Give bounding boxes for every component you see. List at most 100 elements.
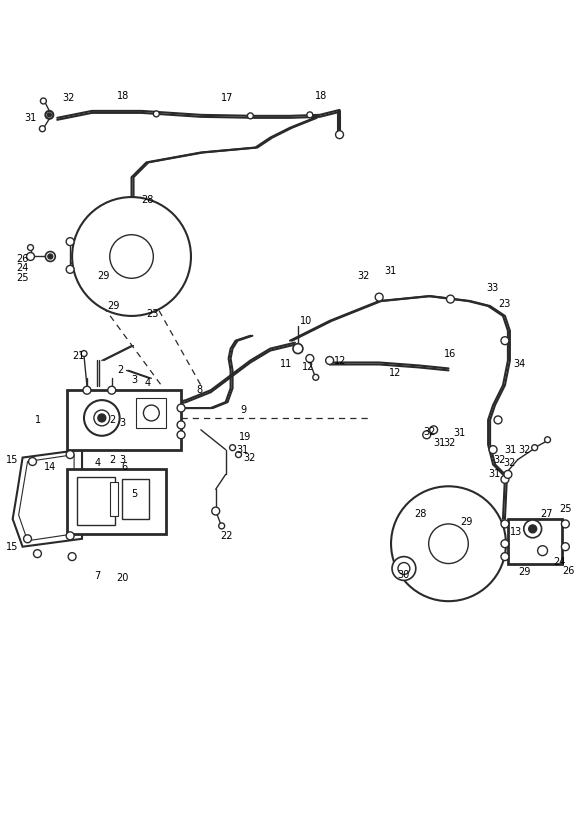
Circle shape — [110, 235, 153, 279]
Circle shape — [98, 414, 106, 422]
Circle shape — [27, 252, 34, 260]
Text: 2: 2 — [118, 366, 124, 376]
Text: 13: 13 — [510, 527, 522, 537]
Circle shape — [23, 535, 31, 543]
Circle shape — [45, 111, 53, 119]
Text: 32: 32 — [424, 427, 436, 437]
Circle shape — [307, 112, 313, 118]
Circle shape — [501, 475, 509, 484]
Text: 23: 23 — [498, 299, 510, 309]
Circle shape — [212, 507, 220, 515]
Text: 29: 29 — [97, 271, 109, 281]
Text: 4: 4 — [95, 457, 101, 467]
Circle shape — [72, 197, 191, 316]
Circle shape — [429, 524, 468, 564]
Text: 3: 3 — [120, 455, 126, 465]
Circle shape — [48, 254, 53, 259]
Text: 11: 11 — [280, 358, 292, 368]
Text: 15: 15 — [6, 541, 18, 552]
Circle shape — [94, 410, 110, 426]
Text: 8: 8 — [196, 386, 202, 396]
Circle shape — [504, 471, 512, 479]
Text: 31: 31 — [488, 470, 500, 480]
Circle shape — [529, 525, 536, 533]
Circle shape — [66, 265, 74, 274]
Text: 4: 4 — [145, 378, 150, 388]
Text: 20: 20 — [117, 574, 129, 583]
Circle shape — [27, 245, 33, 250]
Text: 14: 14 — [44, 461, 57, 471]
Text: 32: 32 — [62, 93, 75, 103]
Bar — [136, 398, 166, 428]
Text: 28: 28 — [142, 195, 154, 205]
Circle shape — [230, 445, 236, 451]
Circle shape — [392, 556, 416, 580]
Text: 6: 6 — [122, 461, 128, 471]
Bar — [122, 480, 149, 519]
Circle shape — [375, 293, 383, 301]
Text: 32: 32 — [357, 271, 370, 281]
Circle shape — [177, 421, 185, 428]
Text: 15: 15 — [6, 455, 18, 465]
Circle shape — [494, 416, 502, 424]
Text: 23: 23 — [146, 309, 159, 319]
Text: 31: 31 — [24, 113, 37, 123]
Circle shape — [143, 405, 159, 421]
Circle shape — [40, 126, 45, 132]
Text: 7: 7 — [94, 572, 100, 582]
Bar — [110, 482, 118, 516]
Text: 5: 5 — [132, 489, 138, 499]
Text: 22: 22 — [221, 531, 233, 541]
Circle shape — [545, 437, 550, 442]
Circle shape — [524, 520, 542, 538]
Text: 9: 9 — [241, 405, 247, 415]
Text: 29: 29 — [461, 517, 473, 527]
Text: 12: 12 — [389, 368, 402, 378]
Text: 3: 3 — [120, 418, 126, 428]
Circle shape — [153, 111, 159, 117]
Circle shape — [501, 540, 509, 548]
Text: 21: 21 — [72, 350, 85, 361]
Circle shape — [538, 545, 547, 555]
Text: 28: 28 — [414, 509, 426, 519]
Circle shape — [108, 386, 115, 394]
Text: 31: 31 — [454, 428, 466, 438]
Circle shape — [68, 553, 76, 560]
Circle shape — [561, 543, 570, 550]
Bar — [508, 519, 563, 564]
Text: 2: 2 — [109, 455, 115, 465]
Text: 30: 30 — [397, 570, 409, 580]
Circle shape — [177, 404, 185, 412]
Text: 29: 29 — [518, 567, 530, 577]
Circle shape — [398, 563, 410, 574]
Text: 31: 31 — [384, 266, 396, 276]
Circle shape — [81, 350, 87, 357]
Text: 32: 32 — [444, 438, 456, 447]
Circle shape — [391, 486, 506, 602]
Text: 24: 24 — [553, 556, 566, 567]
Bar — [67, 470, 166, 534]
Text: 27: 27 — [540, 509, 553, 519]
Text: 24: 24 — [17, 264, 29, 274]
Circle shape — [236, 452, 241, 457]
Circle shape — [561, 520, 570, 528]
Polygon shape — [19, 455, 74, 541]
Text: 31: 31 — [434, 438, 446, 447]
Circle shape — [336, 131, 343, 138]
Circle shape — [247, 113, 254, 119]
Text: 26: 26 — [17, 254, 29, 264]
Circle shape — [33, 550, 41, 558]
Text: 3: 3 — [132, 376, 138, 386]
Circle shape — [219, 523, 224, 529]
Circle shape — [501, 553, 509, 560]
Text: 17: 17 — [221, 93, 233, 103]
Circle shape — [489, 446, 497, 453]
Text: 16: 16 — [444, 349, 456, 358]
Circle shape — [66, 237, 74, 246]
Text: 32: 32 — [244, 452, 256, 462]
Text: 12: 12 — [302, 363, 314, 372]
Circle shape — [66, 531, 74, 540]
Text: 19: 19 — [238, 432, 251, 442]
Bar — [77, 477, 115, 525]
Circle shape — [326, 357, 333, 364]
